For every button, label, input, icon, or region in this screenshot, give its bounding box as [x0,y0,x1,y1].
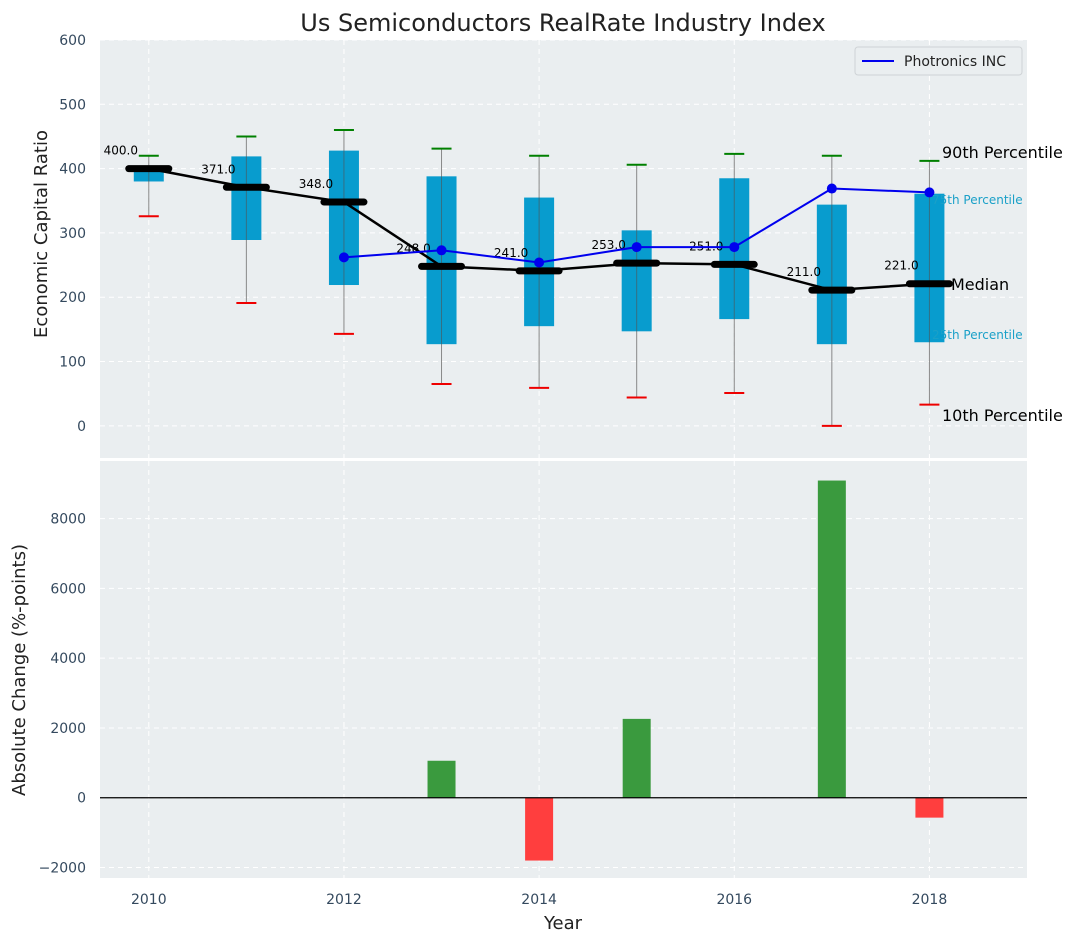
x-tick-label: 2014 [521,892,557,908]
top-panel: 0 100 200 300 400 500 600 Economic Capital Rat… [31,33,1063,458]
percentile-annotations: 90th Percentile 75th Percentile Median 2… [932,143,1063,425]
bar [525,797,554,861]
y-tick-label: −2000 [39,861,86,877]
x-ticks: 2010 2012 2014 2016 2018 [131,892,947,908]
y-tick-label: 400 [59,162,86,178]
top-y-ticks: 0 100 200 300 400 500 600 [59,33,86,435]
x-tick-label: 2018 [912,892,948,908]
y-tick-label: 0 [77,791,86,807]
y-tick-label: 200 [59,290,86,306]
bar [427,760,456,798]
photronics-point [436,245,447,256]
annotation-p75: 75th Percentile [932,193,1023,207]
y-tick-label: 0 [77,419,86,435]
y-tick-label: 8000 [50,512,86,528]
annotation-median: Median [951,275,1009,294]
y-tick-label: 100 [59,355,86,371]
median-value-label: 348.0 [299,177,333,191]
legend: Photronics INC [854,46,1023,76]
median-value-label: 371.0 [201,162,235,176]
x-tick-label: 2016 [716,892,752,908]
bottom-y-axis-label: Absolute Change (%-points) [9,544,30,796]
photronics-point [729,242,740,253]
top-y-axis-label: Economic Capital Ratio [31,130,52,338]
median-value-label: 211.0 [787,265,821,279]
y-tick-label: 300 [59,226,86,242]
annotation-p90: 90th Percentile [942,143,1063,162]
median-value-label: 400.0 [104,144,138,158]
y-tick-label: 6000 [50,581,86,597]
median-value-label: 241.0 [494,246,528,260]
y-tick-label: 2000 [50,721,86,737]
legend-label-photronics: Photronics INC [904,54,1006,70]
chart-title: Us Semiconductors RealRate Industry Inde… [300,9,825,37]
y-tick-label: 4000 [50,651,86,667]
x-tick-label: 2010 [131,892,167,908]
x-axis-label: Year [543,913,583,934]
bottom-y-ticks: −2000 0 2000 4000 6000 8000 [39,512,86,877]
annotation-p25: 25th Percentile [932,328,1023,342]
x-tick-label: 2012 [326,892,362,908]
photronics-point [338,252,349,263]
photronics-point [631,242,642,253]
y-tick-label: 600 [59,33,86,49]
bar [915,797,944,818]
photronics-point [924,187,935,198]
top-plot-area [100,40,1027,458]
bars [427,480,944,861]
legend-box [854,46,1023,76]
annotation-p10: 10th Percentile [942,406,1063,425]
y-tick-label: 500 [59,97,86,113]
median-value-label: 221.0 [884,259,918,273]
bar [817,480,846,798]
median-value-label: 253.0 [592,238,626,252]
photronics-point [826,183,837,194]
bar [622,718,651,798]
bottom-plot-area [100,461,1027,878]
photronics-point [534,257,545,268]
